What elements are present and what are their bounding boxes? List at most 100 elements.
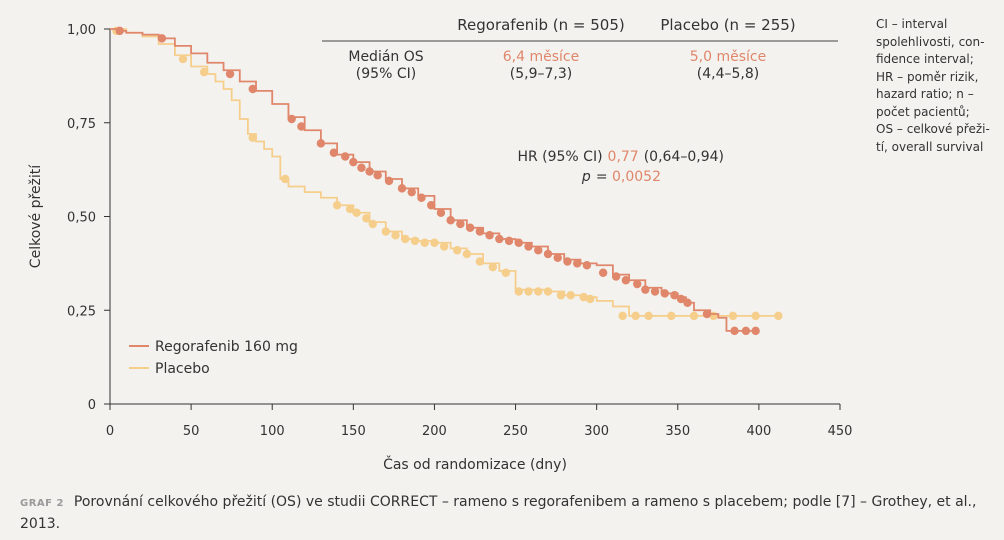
hr-prefix: HR (95% CI) <box>517 149 602 165</box>
censor-mark-placebo <box>501 268 511 277</box>
abbreviations-note: CI – interval spolehlivosti, con- fidenc… <box>876 16 998 156</box>
censor-mark-regorafenib <box>660 289 669 298</box>
hazard-ratio-text: HR (95% CI) 0,77 (0,64–0,94) <box>517 149 724 165</box>
censor-mark-regorafenib <box>427 201 436 210</box>
censor-mark-regorafenib <box>534 246 543 255</box>
censor-mark-regorafenib <box>157 34 167 43</box>
table-row-label-median: Medián OS <box>348 49 423 65</box>
censor-mark-regorafenib <box>446 216 455 225</box>
censor-mark-placebo <box>556 291 566 300</box>
censor-mark-regorafenib <box>676 294 686 304</box>
censor-mark-placebo <box>631 311 640 321</box>
censor-mark-regorafenib <box>485 231 494 240</box>
x-tick-label: 200 <box>422 424 447 439</box>
censor-mark-regorafenib <box>349 157 358 167</box>
censor-mark-regorafenib <box>297 122 306 131</box>
hr-ci: (0,64–0,94) <box>644 149 724 165</box>
caption-text: Porovnání celkového přežití (OS) ve stud… <box>20 494 977 532</box>
censor-mark-placebo <box>644 311 653 321</box>
censor-mark-placebo <box>524 287 533 296</box>
censor-mark-placebo <box>514 287 523 296</box>
series-placebo <box>110 26 783 321</box>
censor-mark-regorafenib <box>741 326 751 336</box>
censor-mark-placebo <box>566 291 575 300</box>
y-tick-label: 0,75 <box>67 117 96 132</box>
abbrev-line: počet pacientů; <box>876 104 970 119</box>
table-header-regorafenib: Regorafenib (n = 505) <box>457 16 624 34</box>
abbrev-line: tí, overall survival <box>876 139 984 154</box>
censor-mark-regorafenib <box>225 69 235 79</box>
chart-legend: Regorafenib 160 mg Placebo <box>129 339 298 377</box>
x-tick-label: 250 <box>503 424 528 439</box>
x-tick-label: 0 <box>106 424 114 439</box>
x-tick-label: 350 <box>665 424 690 439</box>
y-tick-label: 1,00 <box>67 23 96 38</box>
survival-curve-regorafenib <box>110 28 759 332</box>
censor-mark-regorafenib <box>751 326 760 336</box>
caption-label: GRAF 2 <box>20 498 64 509</box>
censor-mark-regorafenib <box>683 298 692 307</box>
censor-mark-placebo <box>439 242 449 251</box>
table-header-placebo: Placebo (n = 255) <box>660 16 795 34</box>
censor-mark-placebo <box>452 246 462 255</box>
censor-mark-regorafenib <box>495 234 504 244</box>
censor-mark-regorafenib <box>504 236 514 246</box>
abbrev-line: fidence interval; <box>876 52 974 66</box>
censor-mark-placebo <box>362 214 371 223</box>
legend-label-placebo: Placebo <box>155 361 210 377</box>
censor-mark-regorafenib <box>621 276 631 285</box>
p-value: 0,0052 <box>612 169 661 185</box>
censor-mark-placebo <box>401 234 410 244</box>
censor-mark-regorafenib <box>341 152 350 161</box>
censor-mark-placebo <box>199 67 209 77</box>
abbrev-line: CI – interval <box>876 17 948 31</box>
censor-mark-placebo <box>352 208 361 217</box>
censor-mark-regorafenib <box>329 148 339 157</box>
abbrev-line: HR – poměr rizik, <box>876 69 979 84</box>
censor-mark-regorafenib <box>365 167 374 176</box>
hr-value: 0,77 <box>608 149 639 165</box>
censor-mark-regorafenib <box>730 326 739 336</box>
censor-mark-placebo <box>345 204 355 214</box>
table-row-label-ci: (95% CI) <box>356 66 416 82</box>
censor-mark-regorafenib <box>670 291 679 300</box>
censor-mark-regorafenib <box>524 242 533 251</box>
censor-mark-regorafenib <box>563 257 572 266</box>
censor-mark-placebo <box>534 287 543 296</box>
censor-mark-regorafenib <box>514 238 523 247</box>
y-tick-label: 0 <box>88 398 96 413</box>
censor-mark-placebo <box>667 311 676 321</box>
regorafenib-ci: (5,9–7,3) <box>510 66 572 82</box>
censor-mark-regorafenib <box>417 193 426 202</box>
censor-mark-regorafenib <box>641 285 650 294</box>
censor-mark-regorafenib <box>543 249 553 259</box>
censor-mark-placebo <box>381 227 390 236</box>
x-tick-label: 50 <box>183 424 200 439</box>
censor-mark-regorafenib <box>384 176 394 186</box>
abbrev-line: hazard ratio; n – <box>876 87 974 101</box>
censor-mark-placebo <box>774 311 783 321</box>
censor-mark-regorafenib <box>287 114 296 124</box>
censor-mark-placebo <box>178 54 188 64</box>
chart-axes: 0 50 100 150 200 250 300 350 400 450 0 0,25 0,50 0,75… <box>28 23 852 473</box>
p-value-text: p = 0,0052 <box>581 169 661 185</box>
x-tick-label: 450 <box>828 424 853 439</box>
censor-mark-placebo <box>410 236 420 246</box>
x-tick-label: 100 <box>260 424 285 439</box>
censor-mark-placebo <box>391 231 400 240</box>
survival-chart: 0 50 100 150 200 250 300 350 400 450 0 0,25 0,50 0,75… <box>28 16 852 473</box>
censor-mark-placebo <box>248 133 257 142</box>
censor-mark-regorafenib <box>582 261 592 270</box>
abbrev-line: OS – celkové přeži- <box>876 122 990 136</box>
placebo-median: 5,0 měsíce <box>690 49 766 65</box>
censor-mark-regorafenib <box>436 208 446 217</box>
censor-mark-placebo <box>488 262 498 272</box>
censor-mark-regorafenib <box>456 219 465 229</box>
placebo-ci: (4,4–5,8) <box>697 66 759 82</box>
x-axis-title: Čas od randomizace (dny) <box>383 455 567 473</box>
censor-mark-regorafenib <box>115 26 124 36</box>
censor-mark-regorafenib <box>475 227 485 236</box>
censor-mark-regorafenib <box>633 279 642 289</box>
censor-mark-placebo <box>462 249 472 259</box>
regorafenib-median: 6,4 měsíce <box>503 49 579 65</box>
